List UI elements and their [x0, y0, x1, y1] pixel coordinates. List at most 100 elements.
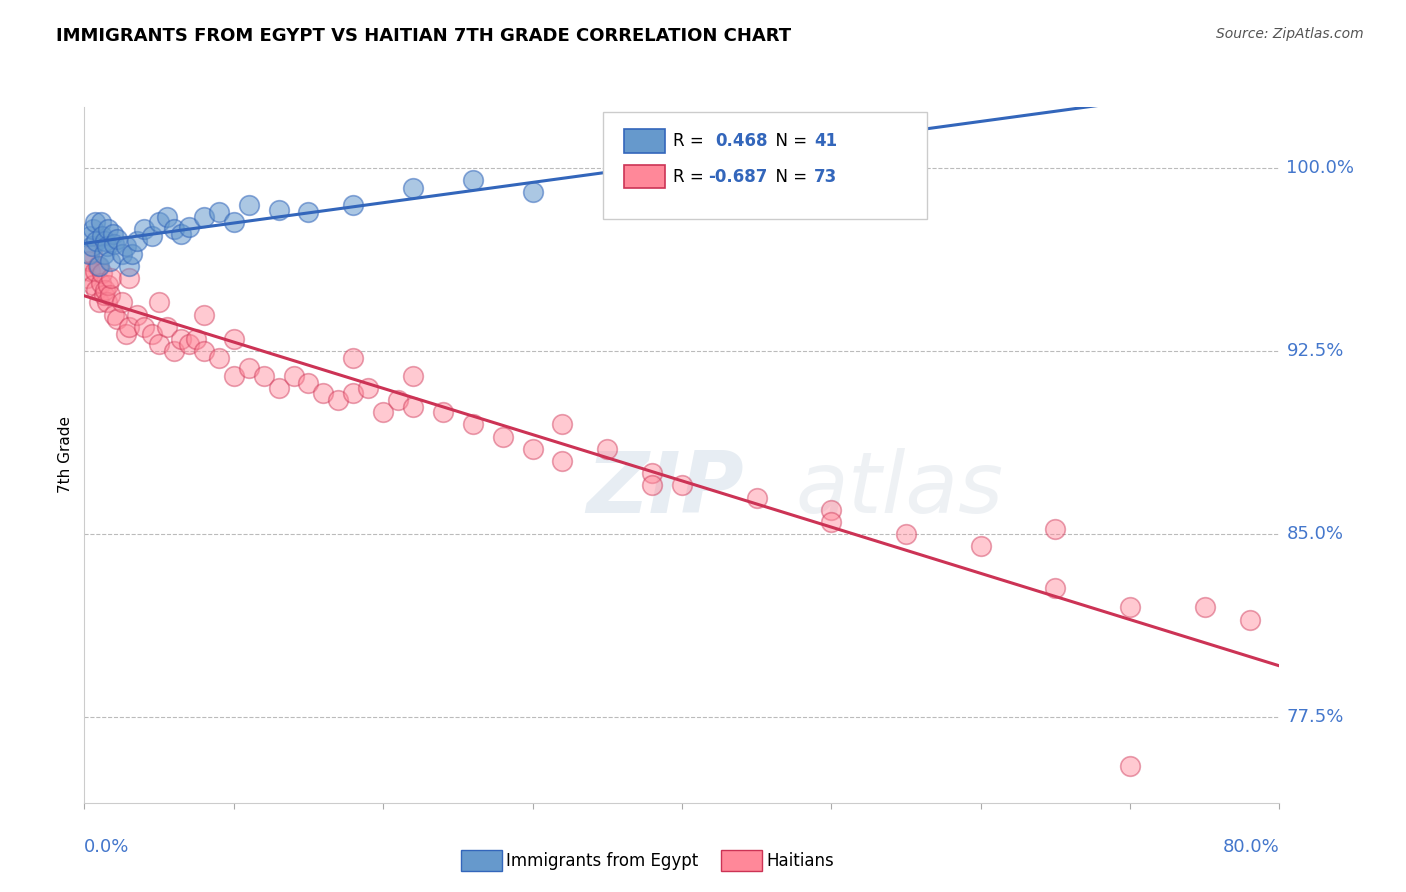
Point [267, 381, 290, 395]
Point [83, 263, 105, 277]
Point [1119, 600, 1142, 615]
Point [103, 236, 125, 251]
Point [97, 222, 120, 236]
Text: IMMIGRANTS FROM EGYPT VS HAITIAN 7TH GRADE CORRELATION CHART: IMMIGRANTS FROM EGYPT VS HAITIAN 7TH GRA… [56, 27, 792, 45]
Point [100, 271, 122, 285]
Text: R =: R = [673, 168, 710, 186]
Point [101, 227, 124, 241]
Point [208, 351, 231, 366]
Point [596, 442, 619, 456]
Point [87, 259, 110, 273]
Point [461, 173, 484, 187]
Point [77, 246, 100, 260]
Point [115, 239, 138, 253]
Text: ZIP: ZIP [586, 448, 744, 532]
Point [98, 288, 121, 302]
Text: 73: 73 [814, 168, 838, 186]
Point [103, 308, 125, 322]
Point [551, 454, 574, 468]
Point [671, 478, 693, 492]
Point [1119, 759, 1142, 773]
Point [91, 266, 114, 280]
Text: 0.468: 0.468 [716, 132, 768, 150]
Point [461, 417, 484, 432]
Point [238, 197, 260, 211]
Point [93, 246, 115, 260]
Point [402, 368, 425, 383]
Point [402, 180, 425, 194]
Point [86, 235, 108, 249]
Point [155, 319, 177, 334]
Point [312, 385, 335, 400]
Point [91, 229, 114, 244]
Point [170, 227, 193, 241]
Point [820, 503, 842, 517]
Point [820, 515, 842, 529]
Point [111, 246, 134, 260]
Text: Haitians: Haitians [766, 852, 834, 870]
Point [894, 527, 917, 541]
Point [1045, 581, 1067, 595]
Point [118, 259, 141, 273]
Text: 80.0%: 80.0% [1223, 838, 1279, 856]
Point [193, 344, 215, 359]
Point [155, 210, 177, 224]
Text: 41: 41 [814, 132, 837, 150]
Point [641, 467, 664, 481]
Point [357, 381, 380, 395]
Point [387, 392, 409, 407]
Point [342, 385, 364, 400]
Point [222, 215, 245, 229]
Point [86, 283, 108, 297]
Point [79, 229, 101, 244]
Point [641, 166, 664, 180]
Point [551, 417, 574, 432]
Point [148, 215, 170, 229]
Point [177, 336, 200, 351]
Point [105, 312, 128, 326]
Point [111, 295, 134, 310]
Y-axis label: 7th Grade: 7th Grade [58, 417, 73, 493]
Point [89, 295, 111, 310]
Point [148, 336, 170, 351]
Text: 0.0%: 0.0% [84, 838, 129, 856]
Text: -0.687: -0.687 [709, 168, 768, 186]
Point [1194, 600, 1216, 615]
Text: 77.5%: 77.5% [1286, 708, 1344, 726]
Point [94, 283, 117, 297]
Point [402, 401, 425, 415]
Point [222, 368, 245, 383]
Text: atlas: atlas [796, 448, 1004, 532]
Point [141, 229, 163, 244]
Text: 85.0%: 85.0% [1286, 525, 1344, 543]
Point [125, 308, 148, 322]
Point [105, 232, 128, 246]
Point [118, 271, 141, 285]
Point [371, 405, 394, 419]
Point [79, 263, 101, 277]
Point [253, 368, 276, 383]
Point [745, 491, 768, 505]
Point [141, 327, 163, 342]
Point [90, 276, 112, 290]
Point [522, 186, 544, 200]
Point [115, 327, 138, 342]
Point [82, 278, 104, 293]
Point [208, 205, 231, 219]
Point [83, 215, 105, 229]
Point [132, 319, 156, 334]
Point [177, 219, 200, 234]
Point [238, 361, 260, 376]
Point [132, 222, 156, 236]
Point [297, 376, 319, 390]
Point [148, 295, 170, 310]
Point [342, 351, 364, 366]
Point [193, 308, 215, 322]
Point [94, 235, 117, 249]
Point [297, 205, 319, 219]
Point [283, 368, 305, 383]
Text: R =: R = [673, 132, 714, 150]
Point [118, 319, 141, 334]
Point [80, 239, 103, 253]
Point [432, 405, 454, 419]
